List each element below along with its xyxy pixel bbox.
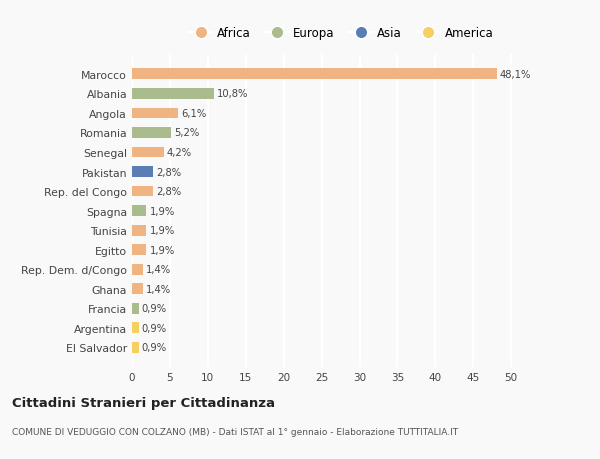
Text: 0,9%: 0,9%: [142, 323, 167, 333]
Text: 10,8%: 10,8%: [217, 89, 248, 99]
Text: 1,4%: 1,4%: [146, 265, 171, 274]
Text: 0,9%: 0,9%: [142, 304, 167, 313]
Bar: [132, 264, 143, 275]
Text: 4,2%: 4,2%: [167, 148, 192, 157]
Bar: [132, 128, 172, 139]
Bar: [132, 342, 139, 353]
Text: 1,4%: 1,4%: [146, 284, 171, 294]
Bar: [132, 323, 139, 334]
Text: 1,9%: 1,9%: [149, 245, 175, 255]
Text: 0,9%: 0,9%: [142, 343, 167, 353]
Bar: [132, 167, 153, 178]
Text: 1,9%: 1,9%: [149, 206, 175, 216]
Bar: [132, 186, 153, 197]
Text: 48,1%: 48,1%: [500, 70, 531, 79]
Text: COMUNE DI VEDUGGIO CON COLZANO (MB) - Dati ISTAT al 1° gennaio - Elaborazione TU: COMUNE DI VEDUGGIO CON COLZANO (MB) - Da…: [12, 427, 458, 436]
Text: 6,1%: 6,1%: [181, 109, 206, 118]
Bar: [132, 206, 146, 217]
Bar: [132, 225, 146, 236]
Bar: [132, 69, 497, 80]
Legend: Africa, Europa, Asia, America: Africa, Europa, Asia, America: [189, 27, 493, 39]
Bar: [132, 147, 164, 158]
Text: 2,8%: 2,8%: [156, 167, 181, 177]
Bar: [132, 284, 143, 295]
Text: 1,9%: 1,9%: [149, 226, 175, 235]
Bar: [132, 245, 146, 256]
Bar: [132, 89, 214, 100]
Bar: [132, 303, 139, 314]
Text: 2,8%: 2,8%: [156, 187, 181, 196]
Bar: [132, 108, 178, 119]
Text: Cittadini Stranieri per Cittadinanza: Cittadini Stranieri per Cittadinanza: [12, 396, 275, 409]
Text: 5,2%: 5,2%: [175, 128, 200, 138]
